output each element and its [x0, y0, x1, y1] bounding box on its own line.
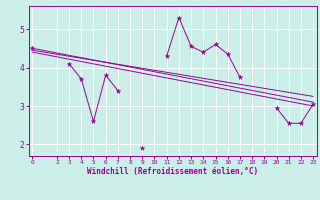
X-axis label: Windchill (Refroidissement éolien,°C): Windchill (Refroidissement éolien,°C)	[87, 167, 258, 176]
